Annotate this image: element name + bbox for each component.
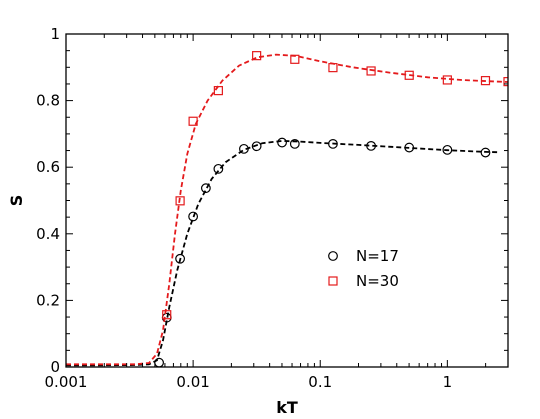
data-point-square — [328, 63, 338, 73]
data-point-square — [213, 86, 223, 96]
x-axis-title: kT — [276, 398, 298, 417]
legend-marker-n17 — [328, 251, 338, 261]
data-point-square — [503, 77, 508, 87]
data-point-circle — [251, 141, 262, 152]
data-point-square — [162, 310, 172, 320]
data-point-square — [442, 75, 452, 85]
y-axis-title: S — [7, 195, 26, 207]
series-layer — [66, 51, 508, 367]
data-point-circle — [188, 211, 199, 222]
data-point-circle — [328, 138, 338, 149]
data-point-circle — [277, 137, 287, 148]
x-tick-label: 0.1 — [308, 373, 332, 391]
legend-label-n17: N=17 — [356, 247, 399, 265]
data-point-circle — [175, 253, 186, 264]
data-point-circle — [289, 138, 300, 149]
axis-layer: 0.001 0.01 0.1 1 0 0.2 0.4 0.6 0.8 1 — [36, 25, 509, 391]
y-tick-label: 0.4 — [36, 225, 60, 243]
data-point-square — [252, 51, 262, 61]
data-point-circle — [442, 144, 453, 155]
series-fit-line — [66, 139, 498, 367]
y-tick-label: 1 — [50, 25, 60, 43]
legend-label-n30: N=30 — [356, 272, 399, 290]
legend-marker-n30 — [328, 276, 338, 286]
series-1 — [66, 51, 508, 366]
y-tick-label: 0.2 — [36, 291, 60, 309]
legend-item-n17: N=17 — [328, 247, 399, 265]
data-point-square — [290, 54, 300, 64]
plot-frame — [65, 33, 509, 368]
series-0 — [66, 137, 498, 367]
data-point-square — [175, 196, 185, 206]
x-tick-label: 0.001 — [45, 373, 88, 391]
x-tick-label: 1 — [443, 373, 453, 391]
legend: N=17 N=30 — [328, 247, 399, 290]
y-tick-label: 0.8 — [36, 92, 60, 110]
data-point-circle — [366, 140, 376, 151]
data-point-square — [480, 76, 491, 86]
data-point-square — [404, 70, 414, 80]
data-point-circle — [239, 143, 249, 154]
data-point-circle — [480, 147, 491, 158]
data-point-circle — [404, 142, 415, 153]
legend-item-n30: N=30 — [328, 272, 399, 290]
y-tick-label: 0 — [50, 358, 60, 376]
data-point-circle — [213, 163, 224, 174]
y-tick-label: 0.6 — [36, 158, 60, 176]
data-point-circle — [200, 183, 211, 194]
data-point-circle — [154, 357, 164, 367]
data-point-square — [188, 116, 198, 126]
series-fit-line — [66, 53, 508, 366]
x-tick-label: 0.01 — [176, 373, 209, 391]
data-point-square — [366, 66, 376, 76]
